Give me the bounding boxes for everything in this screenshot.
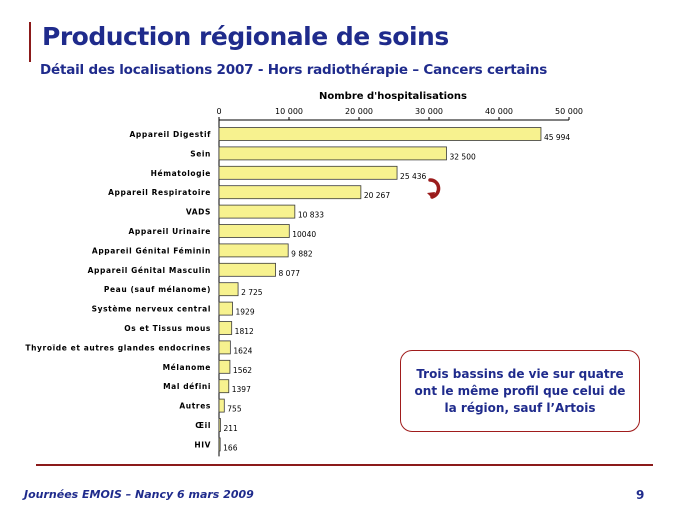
category-label: Sein xyxy=(190,149,211,158)
category-label: Appareil Respiratoire xyxy=(108,188,211,197)
bar xyxy=(218,127,542,141)
data-label: 10 833 xyxy=(298,211,324,220)
data-label: 2 725 xyxy=(241,288,263,297)
x-tick-label: 50 000 xyxy=(555,107,583,116)
category-label: Œil xyxy=(195,421,211,430)
bar xyxy=(218,165,398,180)
data-label: 1397 xyxy=(232,385,251,394)
data-label: 1562 xyxy=(233,366,252,375)
data-label: 45 994 xyxy=(544,133,570,142)
category-label: Appareil Génital Féminin xyxy=(92,246,211,255)
title-accent-rule xyxy=(29,22,31,62)
bar xyxy=(218,204,296,219)
category-label: Appareil Digestif xyxy=(130,130,212,139)
category-label: Autres xyxy=(179,402,211,411)
category-label: Appareil Urinaire xyxy=(129,227,211,236)
data-label: 9 882 xyxy=(291,249,313,258)
bar xyxy=(218,146,447,161)
data-label: 8 077 xyxy=(279,269,301,278)
data-label: 755 xyxy=(227,405,242,414)
bar xyxy=(218,301,233,316)
data-label: 10040 xyxy=(292,230,316,239)
bar xyxy=(218,437,221,452)
curved-arrow-icon xyxy=(427,178,441,199)
category-label: Système nerveux central xyxy=(92,305,211,314)
x-tick-label: 40 000 xyxy=(485,107,513,116)
category-label: Appareil Génital Masculin xyxy=(88,266,211,275)
callout-box: Trois bassins de vie sur quatre ont le m… xyxy=(400,350,640,432)
category-label: Mélanome xyxy=(163,363,211,372)
data-label: 1624 xyxy=(233,346,252,355)
bar xyxy=(218,418,221,432)
callout-text: Trois bassins de vie sur quatre ont le m… xyxy=(414,366,626,415)
data-label: 32 500 xyxy=(450,152,476,161)
category-label: Peau (sauf mélanome) xyxy=(104,285,211,294)
data-label: 166 xyxy=(223,443,238,452)
slide-title: Production régionale de soins xyxy=(42,22,449,51)
category-label: Thyroïde et autres glandes endocrines xyxy=(25,343,211,352)
footer-event-label: Journées EMOIS – Nancy 6 mars 2009 xyxy=(24,488,254,501)
category-label: HIV xyxy=(194,440,211,449)
chart-title: Nombre d'hospitalisations xyxy=(319,91,467,102)
slide-subtitle: Détail des localisations 2007 - Hors rad… xyxy=(40,62,548,78)
bar xyxy=(218,359,231,374)
category-label: VADS xyxy=(186,208,211,217)
page-number: 9 xyxy=(636,488,645,502)
data-label: 1929 xyxy=(236,308,255,317)
data-label: 20 267 xyxy=(364,191,390,200)
category-label: Hématologie xyxy=(151,169,211,178)
x-tick-label: 30 000 xyxy=(415,107,443,116)
bar xyxy=(218,340,231,355)
footer-rule xyxy=(36,464,653,466)
bar xyxy=(218,185,362,200)
bar xyxy=(218,282,239,297)
bar xyxy=(218,321,233,335)
data-label: 25 436 xyxy=(400,172,426,181)
bar xyxy=(218,379,230,394)
x-tick-label: 0 xyxy=(216,107,221,116)
data-label: 1812 xyxy=(235,327,254,336)
category-label: Mal défini xyxy=(163,382,211,391)
category-label: Os et Tissus mous xyxy=(124,324,211,333)
bar xyxy=(218,224,290,238)
data-label: 211 xyxy=(223,424,238,433)
x-tick-label: 10 000 xyxy=(275,107,303,116)
bar xyxy=(218,398,225,413)
x-tick-label: 20 000 xyxy=(345,107,373,116)
bar xyxy=(218,243,289,258)
bar xyxy=(218,262,276,277)
